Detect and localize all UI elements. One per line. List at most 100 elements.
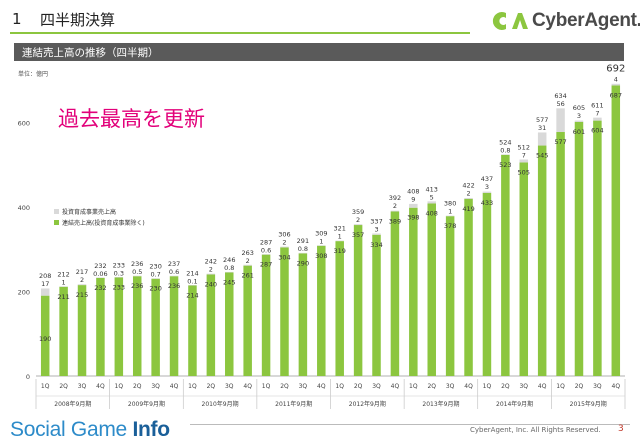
category-label: 1Q: [483, 383, 492, 390]
main-value-label: 408: [426, 209, 438, 217]
total-label: 408: [407, 187, 419, 195]
bar-other: [390, 210, 400, 212]
bar-other: [501, 154, 510, 155]
bar-main: [40, 295, 50, 376]
main-value-label: 236: [131, 282, 143, 290]
bar-other: [317, 245, 326, 246]
bar-main: [59, 286, 68, 376]
main-value-label: 287: [260, 261, 272, 269]
other-value-label: 1: [62, 278, 66, 286]
total-label: 306: [278, 231, 290, 239]
slide-number: 1: [12, 10, 22, 28]
bar-main: [206, 274, 216, 376]
main-value-label: 378: [444, 222, 456, 230]
slide-header: 1 四半期決算 CyberAgent.: [0, 0, 640, 40]
total-label: 392: [389, 194, 401, 202]
bar-other: [151, 278, 160, 279]
main-value-label: 233: [113, 283, 125, 291]
main-value-label: 214: [186, 292, 198, 300]
category-label: 3Q: [151, 383, 160, 390]
main-value-label: 304: [278, 253, 290, 261]
main-value-label: 357: [352, 231, 364, 239]
total-label: 246: [223, 256, 235, 264]
category-label: 3Q: [78, 383, 87, 390]
category-label: 3Q: [299, 383, 308, 390]
bar-other: [96, 277, 105, 278]
other-value-label: 7: [522, 151, 526, 159]
total-label: 233: [113, 261, 125, 269]
group-label: 2011年9月期: [275, 400, 312, 408]
bar-other: [574, 120, 584, 122]
total-label: 359: [352, 208, 364, 216]
category-label: 2Q: [354, 383, 363, 390]
other-value-label: 0.6: [169, 268, 179, 276]
bar-other: [427, 201, 436, 204]
other-value-label: 0.8: [298, 245, 308, 253]
bar-other: [611, 83, 621, 86]
bar-main: [519, 162, 529, 376]
other-value-label: 2: [393, 202, 397, 210]
other-value-label: 31: [538, 124, 546, 132]
footer-brand: Social Game Info: [10, 418, 170, 442]
category-label: 1Q: [556, 383, 565, 390]
total-label: 237: [168, 260, 180, 268]
other-value-label: 2: [209, 266, 213, 274]
revenue-chart: 0200400600208171901Q21212112Q21722153Q23…: [18, 63, 625, 409]
other-value-label: 2: [282, 239, 286, 247]
bar-main: [298, 253, 308, 376]
legend-label-main: 連結売上高(投資育成事業除く): [62, 219, 145, 227]
bar-main: [372, 234, 381, 376]
bar-other: [445, 215, 455, 217]
total-label: 512: [518, 143, 530, 151]
total-label: 321: [333, 224, 345, 232]
category-label: 4Q: [317, 383, 326, 390]
total-label: 577: [536, 116, 548, 124]
other-value-label: 1: [338, 232, 342, 240]
total-label: 413: [426, 185, 438, 193]
footer-brand-part1: Social Game: [10, 418, 133, 441]
bar-other: [59, 286, 68, 287]
copyright: CyberAgent, Inc. All Rights Reserved.: [470, 426, 601, 434]
total-label: 236: [131, 260, 143, 268]
bar-main: [317, 245, 326, 376]
category-label: 4Q: [612, 383, 621, 390]
bar-main: [390, 211, 400, 376]
category-label: 3Q: [593, 383, 602, 390]
group-label: 2008年9月期: [54, 400, 91, 408]
bar-other: [464, 197, 473, 199]
other-value-label: 1: [319, 237, 323, 245]
category-label: 1Q: [115, 383, 124, 390]
main-value-label: 604: [591, 127, 603, 135]
legend-swatch-main: [54, 220, 59, 225]
group-label: 2009年9月期: [128, 400, 165, 408]
company-logo: CyberAgent.: [488, 8, 640, 34]
bar-other: [188, 285, 197, 286]
main-value-label: 215: [76, 291, 88, 299]
y-tick-label: 200: [18, 288, 30, 296]
main-value-label: 240: [205, 281, 217, 289]
unit-label: 単位：億円: [18, 71, 49, 78]
bar-main: [114, 277, 124, 376]
bar-main: [445, 216, 455, 376]
other-value-label: 2: [466, 190, 470, 198]
bar-other: [169, 275, 179, 277]
other-value-label: 0.8: [224, 264, 234, 272]
main-value-label: 232: [94, 284, 106, 292]
other-value-label: 0.1: [187, 278, 197, 286]
group-label: 2014年9月期: [496, 400, 533, 408]
total-label: 309: [315, 229, 327, 237]
bar-main: [537, 145, 547, 376]
other-value-label: 3: [374, 225, 378, 233]
total-label: 380: [444, 199, 456, 207]
group-label: 2012年9月期: [349, 400, 386, 408]
other-value-label: 4: [614, 75, 618, 83]
main-value-label: 308: [315, 252, 327, 260]
total-label: 232: [94, 262, 106, 270]
bar-other: [280, 246, 289, 248]
bar-other: [335, 240, 344, 242]
main-value-label: 261: [241, 272, 253, 280]
bar-main: [96, 277, 105, 376]
total-label: 230: [149, 263, 161, 271]
main-value-label: 577: [554, 138, 566, 146]
bar-main: [335, 241, 344, 376]
